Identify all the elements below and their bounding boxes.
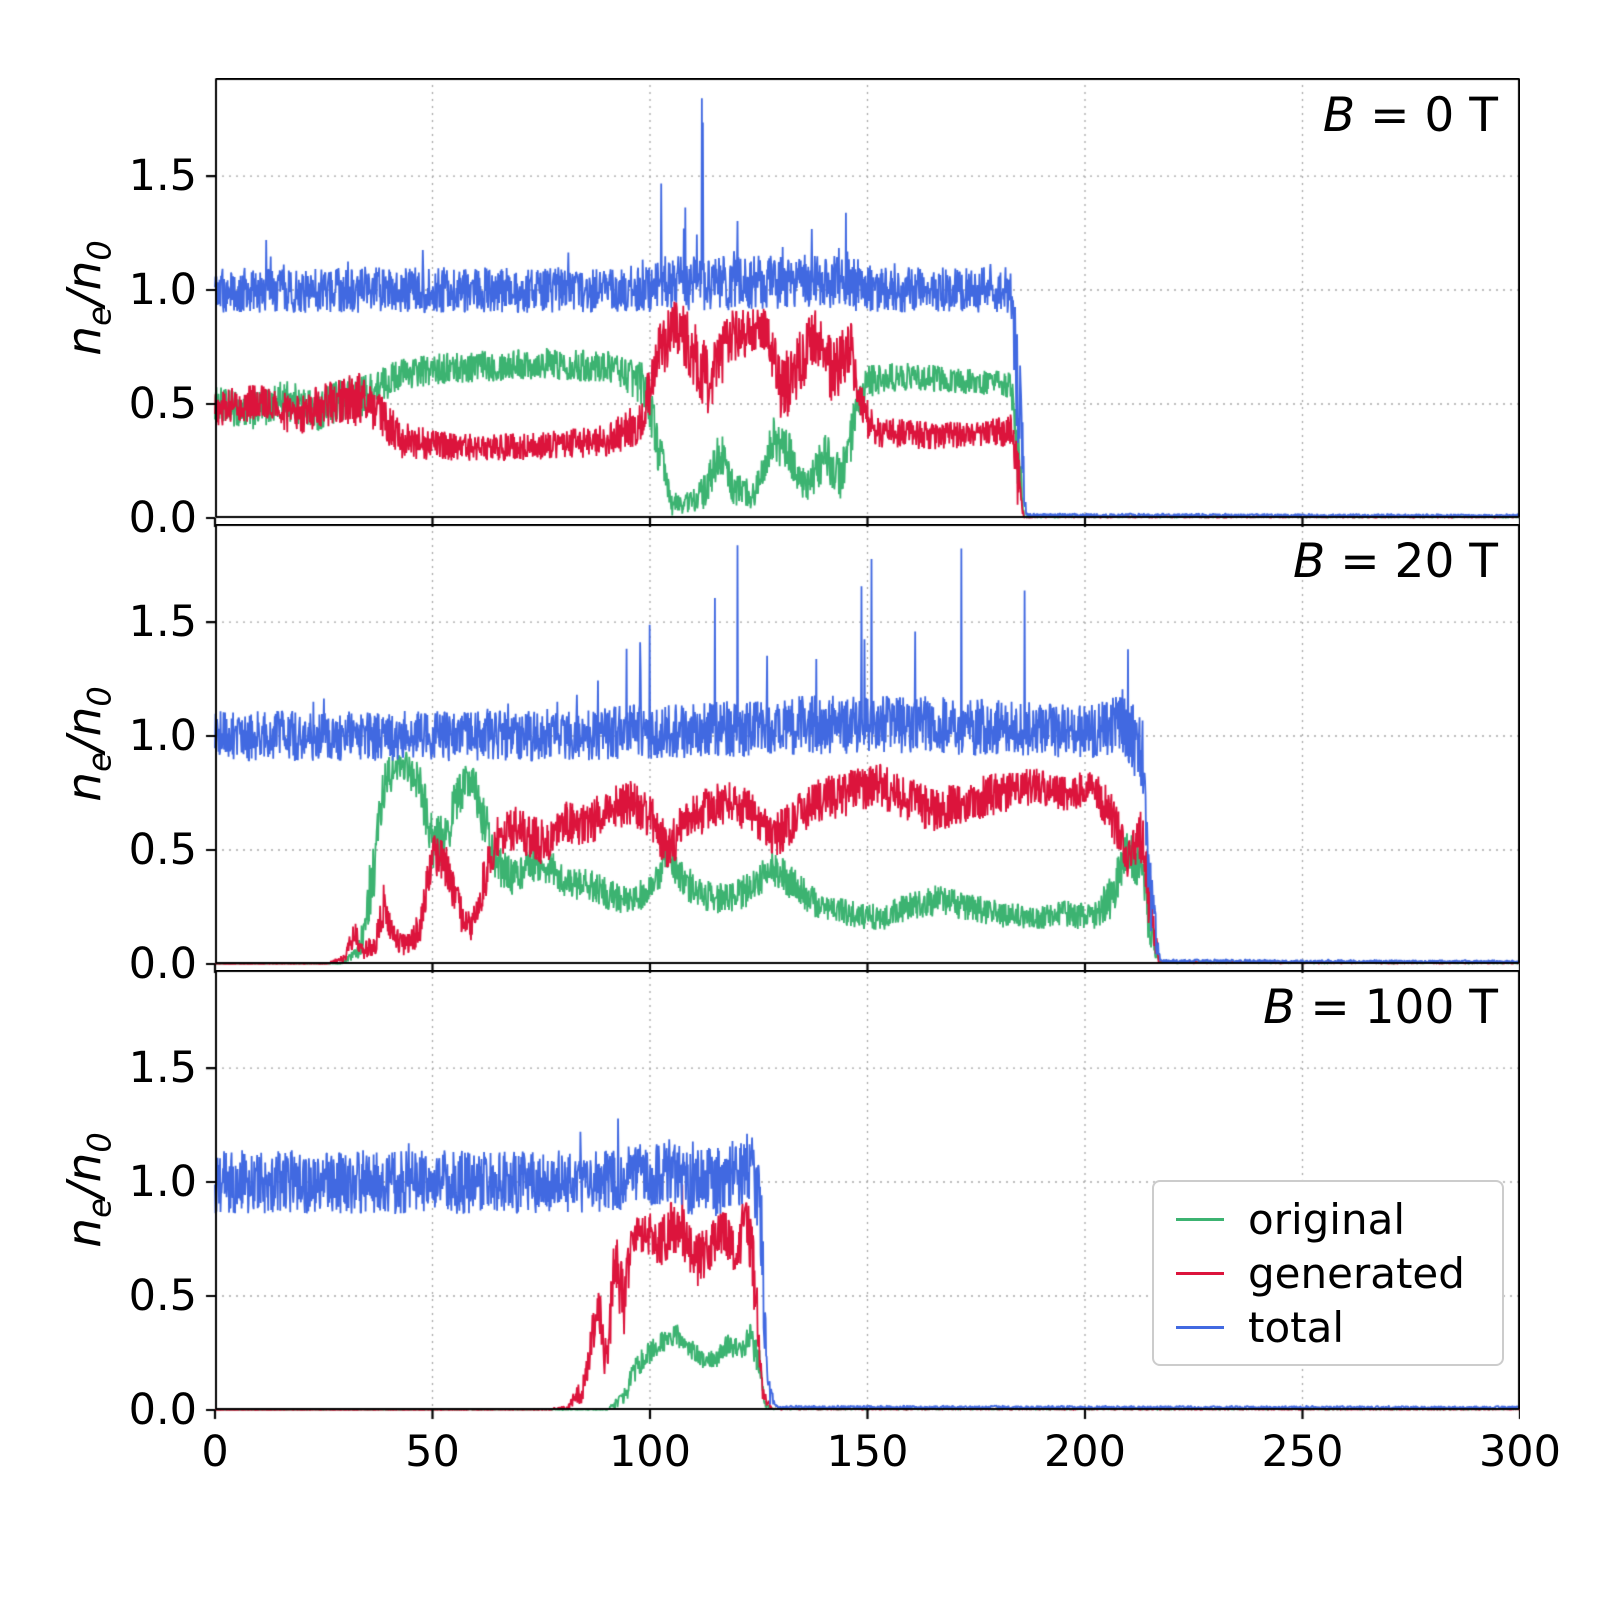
- y-tick-label: 0.0: [128, 1385, 197, 1435]
- x-tick-label: 250: [1261, 1427, 1344, 1477]
- y-tick-label: 1.5: [128, 1043, 197, 1094]
- y-tick-label: 1.0: [128, 1157, 197, 1208]
- y-tick-label: 0.0: [128, 493, 197, 543]
- legend-label: total: [1248, 1302, 1345, 1352]
- panel-b-20t: B = 20 T: [201, 524, 1520, 978]
- legend-entry-original: original: [1176, 1192, 1486, 1246]
- legend-entry-generated: generated: [1176, 1246, 1486, 1300]
- plot-area-b-0t: [201, 78, 1520, 532]
- y-axis-label: ne/n0: [57, 1132, 119, 1248]
- legend-entry-total: total: [1176, 1300, 1486, 1354]
- legend-line-swatch: [1176, 1217, 1224, 1221]
- y-tick-label: 1.0: [128, 265, 197, 316]
- y-axis-label: ne/n0: [57, 240, 119, 356]
- legend-line-swatch: [1176, 1325, 1224, 1329]
- panel-label-b-100t: B = 100 T: [1263, 980, 1498, 1035]
- legend-label: generated: [1248, 1248, 1465, 1298]
- x-tick-label: 150: [826, 1427, 909, 1477]
- panel-label-b-20t: B = 20 T: [1293, 534, 1498, 589]
- y-tick-label: 1.5: [128, 597, 197, 648]
- panel-label-b-0t: B = 0 T: [1322, 88, 1498, 143]
- x-tick-label: 0: [201, 1427, 229, 1477]
- y-tick-label: 0.5: [128, 825, 197, 875]
- legend: original generated total: [1152, 1180, 1504, 1366]
- plot-area-b-20t: [201, 524, 1520, 978]
- legend-label: original: [1248, 1194, 1405, 1244]
- x-tick-label: 300: [1478, 1427, 1562, 1477]
- x-tick-label: 50: [405, 1427, 460, 1477]
- panel-b-100t: B = 100 T original generated total: [201, 970, 1520, 1424]
- y-tick-label: 1.5: [128, 151, 197, 202]
- y-tick-label: 0.5: [128, 379, 197, 429]
- y-axis-label: ne/n0: [57, 686, 119, 802]
- y-tick-label: 0.5: [128, 1271, 197, 1321]
- y-tick-label: 0.0: [128, 939, 197, 989]
- panel-b-0t: B = 0 T: [201, 78, 1520, 532]
- y-tick-label: 1.0: [128, 711, 197, 762]
- legend-line-swatch: [1176, 1271, 1224, 1275]
- x-tick-label: 100: [608, 1427, 692, 1477]
- x-tick-label: 200: [1043, 1427, 1127, 1477]
